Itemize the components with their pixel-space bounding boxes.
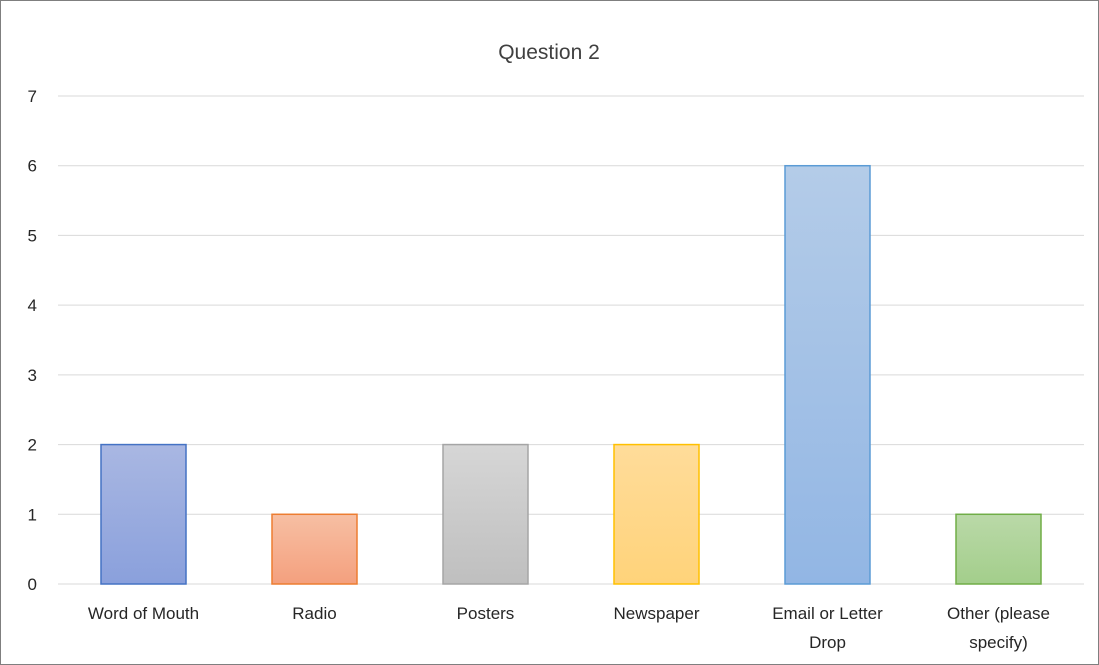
x-category-label: Newspaper: [614, 604, 700, 623]
y-tick-label: 5: [28, 226, 37, 245]
y-tick-label: 4: [28, 296, 37, 315]
y-tick-label: 2: [28, 436, 37, 455]
y-axis-ticks: 0 1 2 3 4 5 6 7: [28, 87, 37, 594]
chart-title: Question 2: [498, 41, 600, 64]
y-tick-label: 0: [28, 575, 37, 594]
x-category-label: Other (please: [947, 604, 1050, 623]
bar-1: [271, 513, 358, 585]
y-tick-label: 1: [28, 505, 37, 524]
bar-3: [613, 443, 700, 585]
gridlines: [58, 95, 1084, 585]
x-category-label: Posters: [457, 604, 515, 623]
x-category-label: Drop: [809, 633, 846, 652]
x-category-label: Email or Letter: [772, 604, 883, 623]
y-tick-label: 3: [28, 366, 37, 385]
bars: [100, 164, 1042, 585]
x-axis-labels: Word of Mouth Radio Posters Newspaper Email …: [88, 604, 1050, 652]
bar-2: [442, 443, 529, 585]
x-category-label: Word of Mouth: [88, 604, 199, 623]
y-tick-label: 6: [28, 157, 37, 176]
bar-5: [955, 513, 1042, 585]
y-tick-label: 7: [28, 87, 37, 106]
x-category-label: specify): [969, 633, 1028, 652]
bar-4: [784, 164, 871, 585]
bar-0: [100, 443, 187, 585]
x-category-label: Radio: [292, 604, 336, 623]
